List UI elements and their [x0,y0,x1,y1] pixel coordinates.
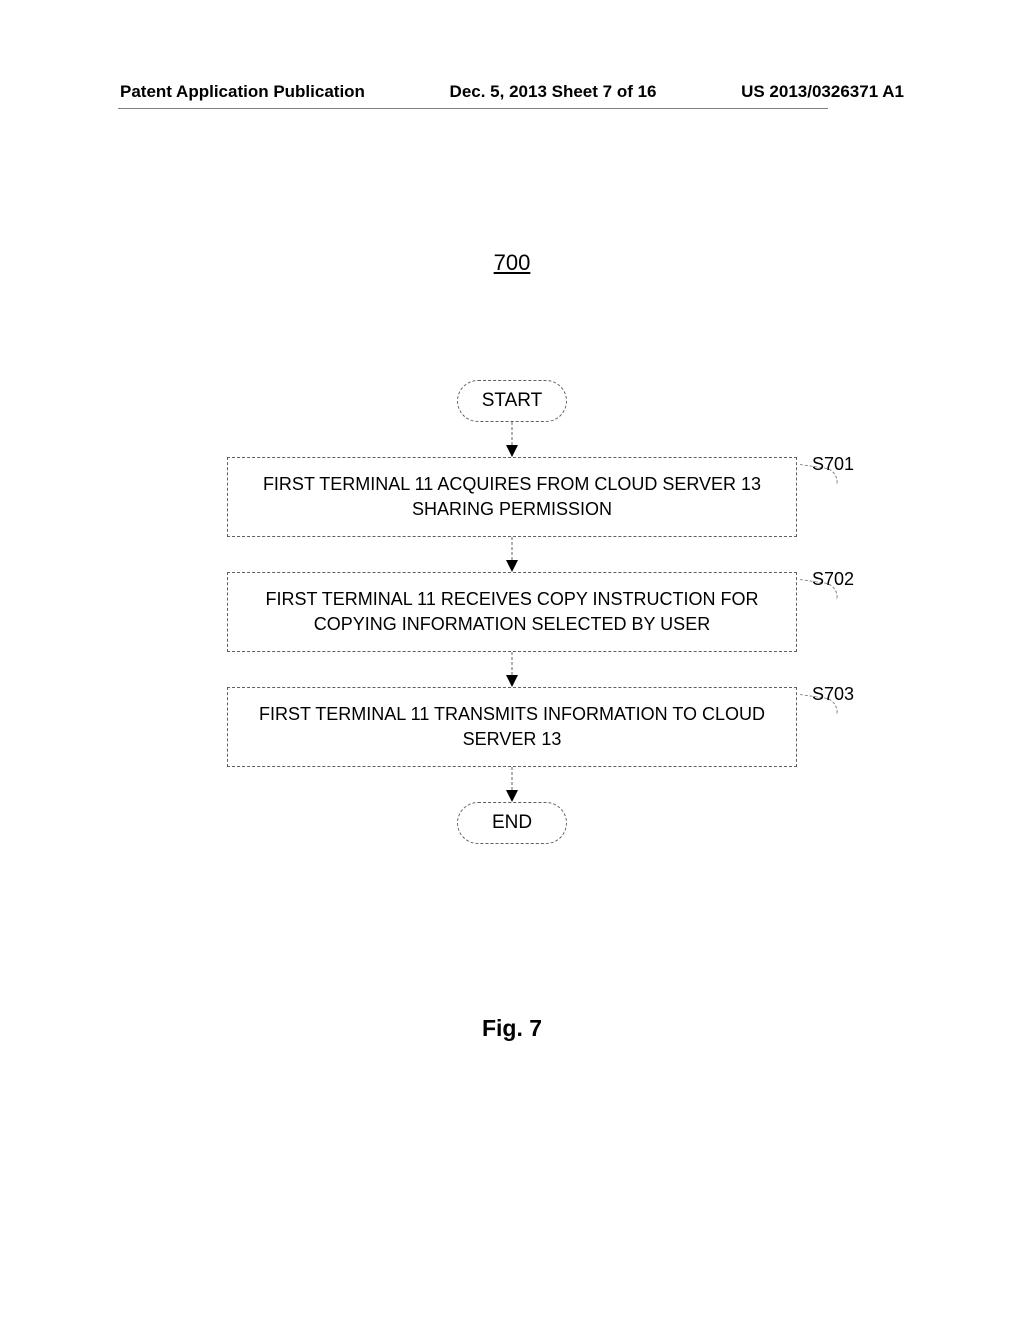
flowchart-process-s703: S703 FIRST TERMINAL 11 TRANSMITS INFORMA… [227,687,797,767]
flowchart-edge [511,652,513,687]
flowchart-edge [511,537,513,572]
page-header: Patent Application Publication Dec. 5, 2… [0,82,1024,102]
end-label: END [492,812,532,834]
process-text: FIRST TERMINAL 11 RECEIVES COPY INSTRUCT… [248,587,776,637]
step-label: S701 [812,452,854,477]
step-label: S703 [812,682,854,707]
process-text: FIRST TERMINAL 11 ACQUIRES FROM CLOUD SE… [248,472,776,522]
flowchart-process-s701: S701 FIRST TERMINAL 11 ACQUIRES FROM CLO… [227,457,797,537]
header-divider [118,108,828,109]
figure-caption: Fig. 7 [482,1015,542,1042]
start-label: START [482,390,543,412]
step-label: S702 [812,567,854,592]
flowchart-container: START S701 FIRST TERMINAL 11 ACQUIRES FR… [187,380,837,844]
flowchart-edge [511,422,513,457]
header-left: Patent Application Publication [120,82,365,102]
header-right: US 2013/0326371 A1 [741,82,904,102]
flowchart-process-s702: S702 FIRST TERMINAL 11 RECEIVES COPY INS… [227,572,797,652]
header-center: Dec. 5, 2013 Sheet 7 of 16 [450,82,657,102]
flowchart-edge [511,767,513,802]
flowchart-start-node: START [457,380,567,422]
figure-number: 700 [494,250,531,276]
process-text: FIRST TERMINAL 11 TRANSMITS INFORMATION … [248,702,776,752]
flowchart-end-node: END [457,802,567,844]
